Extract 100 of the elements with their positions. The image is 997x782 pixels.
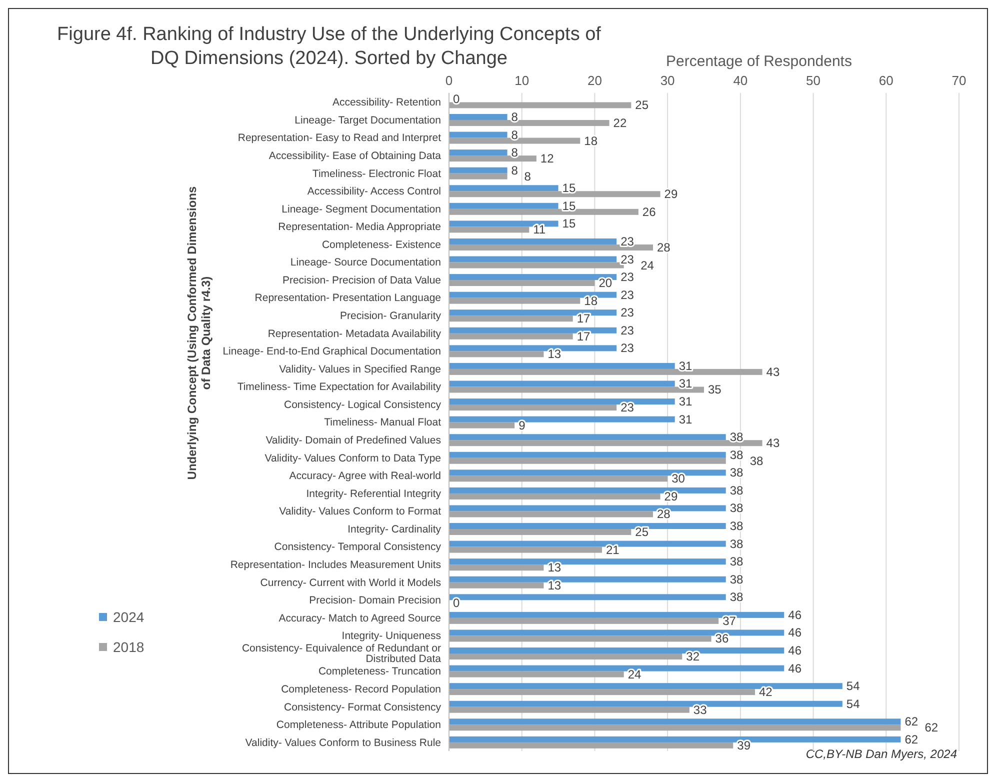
bar [449, 102, 632, 108]
x-tick-label: 40 [733, 73, 748, 88]
data-label: 38 [730, 466, 744, 480]
bar [449, 333, 573, 340]
x-tick-label: 20 [587, 73, 602, 88]
y-tick-label: Completeness- Attribute Population [276, 719, 442, 732]
y-tick-label: Consistency- Logical Consistency [284, 398, 442, 411]
bar [449, 167, 508, 174]
bar [449, 706, 690, 713]
bar [449, 487, 726, 494]
data-label: 28 [657, 507, 671, 522]
bar [449, 671, 624, 678]
x-tick-label: 60 [878, 73, 894, 88]
data-label: 31 [678, 358, 693, 373]
y-tick-label: Integrity- Uniqueness [342, 630, 441, 642]
bar [449, 523, 726, 530]
data-label: 15 [562, 198, 576, 213]
bar [449, 220, 558, 227]
data-label: 13 [548, 560, 562, 575]
data-label: 54 [846, 679, 860, 694]
annotation: CC,BY-NB Dan Myers, 2024 [806, 747, 957, 761]
y-axis-title: Underlying Concept (Using Conformed Dimensions of Data Quality r4.3) [185, 185, 213, 482]
bar [449, 274, 617, 280]
data-label: 24 [640, 258, 654, 272]
y-tick-label: Validity- Values Conform to Business Rule [245, 736, 442, 749]
bar [449, 156, 536, 162]
data-label: 23 [620, 306, 634, 320]
bar [449, 310, 617, 316]
data-label: 23 [620, 234, 634, 248]
bar [449, 416, 675, 422]
y-tick-label: Representation- Metadata Availability [268, 328, 442, 340]
data-label: 22 [613, 116, 627, 130]
bar [449, 434, 726, 440]
bar [449, 238, 617, 244]
bar [449, 618, 719, 624]
data-label: 62 [904, 732, 918, 746]
data-label: 46 [788, 626, 802, 640]
data-label: 13 [548, 578, 562, 592]
data-label: 15 [562, 181, 576, 196]
bar [449, 700, 842, 707]
data-label: 8 [511, 128, 518, 142]
y-tick-label: Accessibility- Retention [332, 96, 442, 109]
data-label: 0 [453, 92, 460, 106]
bar [449, 368, 762, 375]
y-tick-label: Precision- Domain Precision [309, 594, 442, 607]
bar [449, 540, 726, 547]
bar [449, 736, 901, 742]
data-label: 18 [584, 294, 598, 308]
data-label: 17 [576, 329, 591, 344]
data-label: 62 [924, 720, 938, 735]
y-tick-label: Precision- Precision of Data Value [282, 274, 442, 286]
bar [449, 298, 580, 304]
bar [449, 452, 726, 458]
bar [449, 724, 901, 731]
bar [449, 440, 762, 446]
data-label: 20 [598, 276, 612, 290]
bar [449, 636, 712, 642]
y-tick-label: Consistency- Format Consistency [284, 701, 442, 714]
data-label: 38 [730, 501, 744, 516]
data-label: 25 [635, 525, 649, 540]
y-tick-label: Lineage- Source Documentation [290, 256, 442, 269]
data-label: 21 [606, 542, 620, 557]
y-tick-label: Lineage- End-to-End Graphical Documentation [222, 346, 442, 358]
x-tick-label: 30 [660, 73, 675, 88]
y-tick-label: Representation- Includes Measurement Units [230, 559, 441, 571]
bar [449, 327, 617, 334]
bar [449, 470, 726, 476]
bar [449, 150, 508, 156]
data-label: 0 [453, 596, 460, 610]
x-tick-label: 0 [445, 73, 453, 88]
bar [449, 191, 660, 198]
bar [449, 345, 617, 352]
bar [449, 362, 675, 369]
y-tick-label: Integrity- Referential Integrity [306, 488, 442, 500]
bar [449, 132, 508, 138]
y-tick-label: Accessibility- Access Control [307, 186, 441, 198]
x-tick-label: 50 [806, 73, 821, 88]
bar [449, 292, 617, 298]
bar [449, 458, 726, 464]
data-label: 11 [533, 222, 546, 237]
data-label: 31 [678, 412, 693, 426]
data-label: 15 [562, 216, 576, 231]
data-label: 29 [664, 489, 678, 504]
bar [449, 558, 726, 565]
bar [449, 351, 544, 358]
x-tick-label: 70 [952, 73, 966, 88]
data-label: 38 [730, 554, 744, 569]
bar [449, 114, 508, 120]
data-label: 38 [730, 572, 744, 586]
data-label: 23 [620, 270, 634, 284]
bar [449, 630, 784, 636]
data-label: 24 [628, 667, 642, 682]
y-tick-label: Lineage- Segment Documentation [282, 203, 442, 216]
bar [449, 665, 784, 672]
bar [449, 718, 901, 725]
bar [449, 493, 660, 500]
data-label: 8 [511, 146, 518, 160]
bar [449, 505, 726, 512]
data-label: 38 [750, 454, 764, 468]
y-tick-label: Accuracy- Agree with Real-world [289, 470, 442, 482]
